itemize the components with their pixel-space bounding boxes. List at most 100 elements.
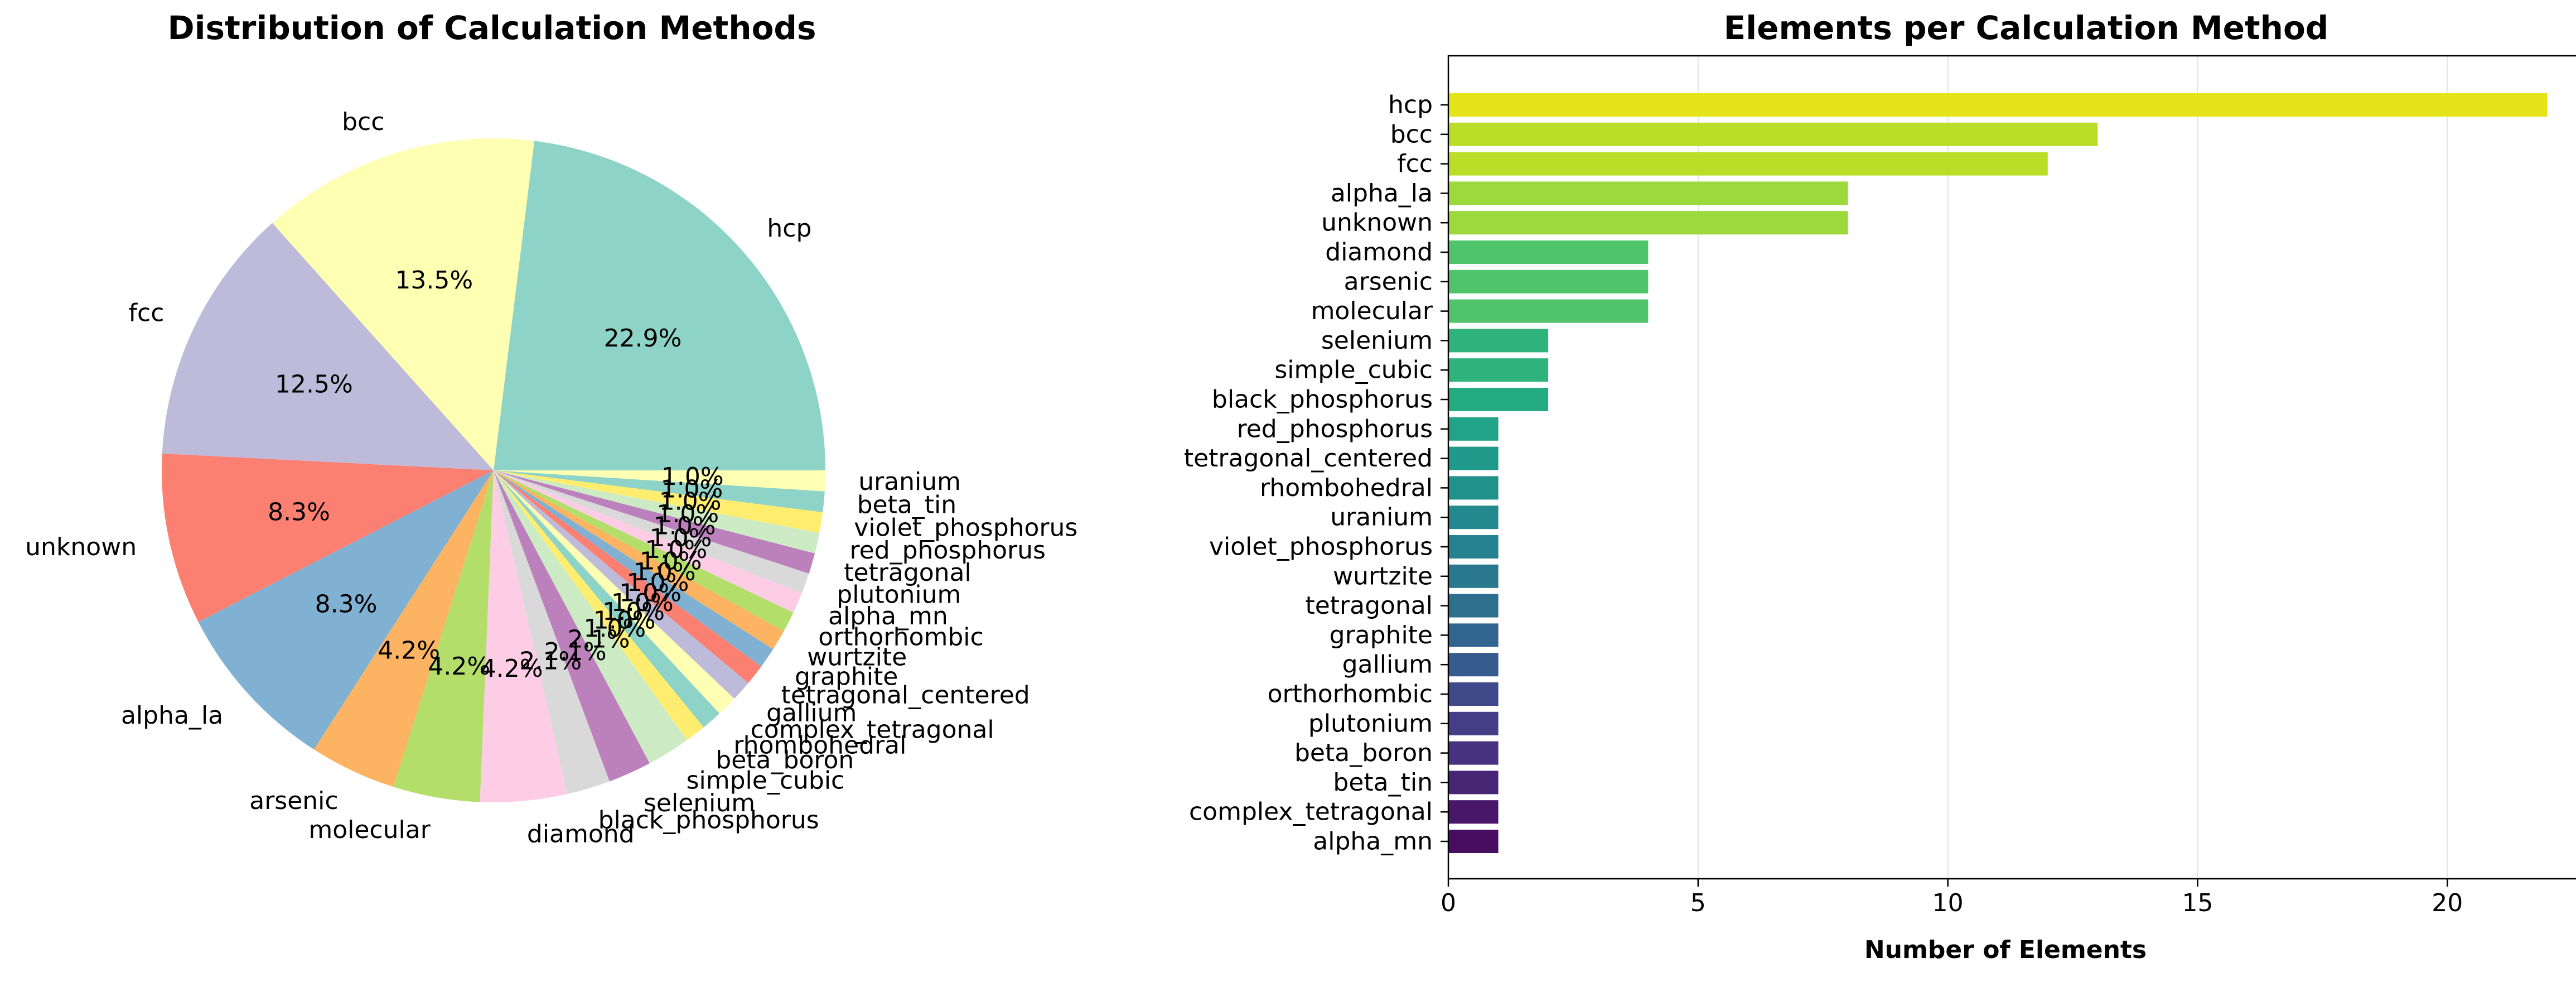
bar-series — [1448, 93, 2548, 853]
pie-percent-bcc: 13.5% — [395, 266, 473, 295]
bar-y-tick-red-phosphorus: red_phosphorus — [1237, 415, 1433, 443]
bar-y-tick-orthorhombic: orthorhombic — [1268, 680, 1433, 709]
bar-alpha-mn — [1448, 830, 1499, 853]
pie-slice-violet-phosphorus — [494, 470, 823, 533]
pie-label-complex-tetragonal: complex_tetragonal — [751, 716, 994, 744]
pie-label-diamond: diamond — [527, 820, 635, 848]
bar-y-tick-fcc: fcc — [1397, 150, 1433, 178]
bar-simple-cubic — [1448, 358, 1549, 382]
bar-orthorhombic — [1448, 682, 1499, 706]
pie-label-violet-phosphorus: violet_phosphorus — [854, 514, 1077, 542]
pie-title: Distribution of Calculation Methods — [168, 9, 816, 47]
bar-y-tick-graphite: graphite — [1330, 621, 1433, 649]
bar-y-tick-uranium: uranium — [1330, 503, 1433, 532]
pie-label-red-phosphorus: red_phosphorus — [850, 536, 1046, 565]
bar-hcp — [1448, 93, 2548, 117]
pie-label-hcp: hcp — [767, 214, 811, 243]
bar-plot-frame — [1447, 55, 2576, 880]
pie-percent-black-phosphorus: 2.1% — [519, 647, 582, 676]
pie-percent-arsenic: 4.2% — [378, 637, 440, 665]
bar-y-tick-alpha-la: alpha_la — [1331, 179, 1433, 208]
bar-y-tick-simple-cubic: simple_cubic — [1274, 356, 1433, 384]
pie-slice-diamond — [480, 470, 568, 803]
pie-slice-orthorhombic — [494, 470, 794, 632]
pie-label-tetragonal-centered: tetragonal_centered — [781, 681, 1030, 710]
bar-tetragonal-centered — [1448, 446, 1499, 470]
bar-gallium — [1448, 653, 1499, 677]
bar-black-phosphorus — [1448, 388, 1549, 411]
pie-label-wurtzite: wurtzite — [807, 643, 907, 672]
bar-beta-tin — [1448, 771, 1499, 795]
pie-label-fcc: fcc — [129, 299, 165, 327]
bar-y-tick-black-phosphorus: black_phosphorus — [1212, 386, 1433, 414]
pie-label-bcc: bcc — [342, 108, 384, 136]
bar-x-tick-5: 5 — [1690, 889, 1706, 917]
bar-y-tick-beta-tin: beta_tin — [1333, 768, 1433, 797]
pie-category-labels: hcp bcc fcc unknown alpha_laarsenicmolecular… — [25, 108, 1077, 848]
bar-x-tick-10: 10 — [1932, 889, 1964, 917]
pie-label-tetragonal: tetragonal — [844, 559, 972, 587]
bar-y-tick-diamond: diamond — [1325, 238, 1433, 267]
pie-percent-plutonium: 1.0% — [650, 524, 712, 552]
pie-percent-beta-boron: 1.0% — [583, 614, 646, 643]
bar-selenium — [1448, 329, 1549, 353]
bar-fcc — [1448, 152, 2048, 176]
pie-slice-uranium — [494, 470, 825, 492]
pie-slice-alpha-mn — [494, 470, 802, 613]
bar-y-tick-rhombohedral: rhombohedral — [1260, 474, 1433, 502]
bar-y-tick-labels: hcpbccfccalpha_launknowndiamondarsenicmo… — [1184, 91, 1448, 856]
pie-label-alpha-mn: alpha_mn — [828, 602, 948, 630]
bar-y-tick-unknown: unknown — [1321, 209, 1433, 237]
bar-y-tick-hcp: hcp — [1388, 91, 1433, 119]
bar-y-tick-molecular: molecular — [1311, 297, 1433, 325]
pie-label-rhombohedral: rhombohedral — [733, 731, 906, 760]
bar-y-tick-wurtzite: wurtzite — [1333, 562, 1433, 590]
pie-slice-complex-tetragonal — [494, 470, 734, 714]
pie-label-simple-cubic: simple_cubic — [687, 766, 845, 795]
bar-plutonium — [1448, 711, 1499, 735]
bar-unknown — [1448, 211, 1848, 235]
pie-percent-diamond: 4.2% — [481, 654, 543, 683]
bar-diamond — [1448, 240, 1649, 264]
pie-slice-molecular — [393, 470, 494, 802]
pie-percent-simple-cubic: 2.1% — [568, 625, 630, 654]
pie-percent-fcc: 12.5% — [275, 370, 353, 399]
pie-percent-tetragonal-centered: 1.0% — [619, 579, 682, 607]
pie-slice-unknown — [161, 453, 494, 622]
pie-slice-bcc — [272, 138, 535, 471]
pie-percent-unknown: 8.3% — [268, 498, 330, 527]
bar-y-tick-tetragonal-centered: tetragonal_centered — [1184, 444, 1433, 473]
pie-label-molecular: molecular — [308, 816, 431, 844]
pie-slice-simple-cubic — [494, 470, 687, 764]
pie-percent-complex-tetragonal: 1.0% — [602, 598, 665, 626]
bar-uranium — [1448, 506, 1499, 529]
bar-rhombohedral — [1448, 476, 1499, 500]
pie-label-uranium: uranium — [858, 468, 961, 496]
bar-alpha-la — [1448, 181, 1848, 205]
pie-slice-graphite — [494, 470, 774, 667]
pie-slice-selenium — [494, 470, 650, 782]
bar-y-tick-arsenic: arsenic — [1344, 267, 1433, 296]
pie-percent-labels: 22.9%13.5%12.5%8.3%8.3%4.2%4.2%4.2%2.1%2… — [268, 266, 724, 683]
bar-red-phosphorus — [1448, 417, 1499, 441]
pie-label-beta-tin: beta_tin — [857, 491, 957, 519]
bar-chart: Elements per Calculation Method hcpbccfc… — [1184, 9, 2576, 964]
bar-x-tick-labels: 0 5 10 15 20 — [1441, 879, 2463, 917]
pie-percent-violet-phosphorus: 1.0% — [659, 488, 722, 516]
pie-label-alpha-la: alpha_la — [121, 701, 223, 730]
pie-percent-wurtzite: 1.0% — [634, 558, 696, 586]
bar-x-tick-0: 0 — [1441, 889, 1456, 917]
pie-percent-beta-tin: 1.0% — [661, 475, 723, 503]
pie-slice-hcp — [494, 141, 825, 470]
pie-chart: Distribution of Calculation Methods 22.9… — [25, 9, 1077, 848]
pie-slice-gallium — [494, 470, 748, 699]
pie-percent-red-phosphorus: 1.0% — [656, 500, 719, 528]
pie-slice-rhombohedral — [494, 470, 720, 728]
pie-slice-tetragonal-centered — [494, 470, 762, 683]
pie-label-orthorhombic: orthorhombic — [818, 623, 983, 651]
pie-slice-plutonium — [494, 470, 809, 594]
pie-percent-graphite: 1.0% — [627, 569, 689, 597]
pie-slice-alpha-la — [198, 470, 494, 750]
pie-slice-beta-tin — [494, 470, 825, 513]
